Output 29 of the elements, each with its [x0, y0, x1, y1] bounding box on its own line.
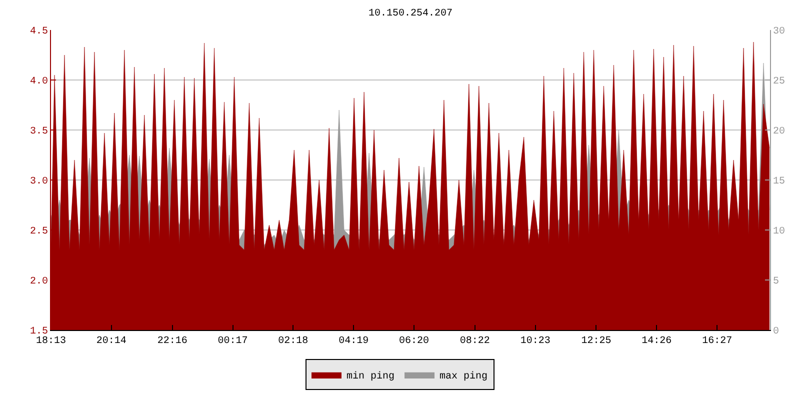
y2-tick-label: 10 — [773, 226, 786, 238]
y-tick-label: 4.0 — [30, 76, 48, 88]
x-tick-label: 04:19 — [338, 336, 369, 347]
x-tick-label: 12:25 — [581, 336, 612, 347]
y-tick-label: 2.0 — [30, 276, 48, 288]
x-tick-label: 06:20 — [398, 336, 430, 347]
y-tick-label: 2.5 — [30, 226, 48, 238]
x-tick-label: 18:13 — [36, 336, 66, 347]
y2-tick-label: 0 — [773, 326, 780, 338]
x-tick-label: 16:27 — [702, 336, 732, 347]
y-tick-label: 3.0 — [30, 176, 48, 188]
chart-title: 10.150.254.207 — [368, 8, 453, 20]
x-tick-label: 10:23 — [520, 336, 550, 347]
legend-label: max ping — [440, 370, 488, 382]
y-tick-label: 1.5 — [30, 326, 48, 338]
x-tick-label: 20:14 — [96, 336, 126, 347]
x-tick-label: 08:22 — [460, 336, 490, 347]
x-tick-label: 14:26 — [642, 336, 672, 347]
y-tick-label: 3.5 — [30, 126, 48, 138]
x-tick-label: 00:17 — [218, 336, 248, 347]
y2-tick-label: 15 — [773, 176, 786, 188]
y2-tick-label: 20 — [773, 126, 786, 138]
legend-label: min ping — [346, 370, 395, 382]
y2-tick-label: 25 — [773, 76, 786, 88]
y2-tick-label: 30 — [773, 26, 786, 38]
y2-tick-label: 5 — [773, 276, 780, 288]
x-tick-label: 02:18 — [278, 336, 308, 347]
x-tick-label: 22:16 — [157, 336, 188, 347]
y-tick-label: 4.5 — [30, 26, 48, 38]
